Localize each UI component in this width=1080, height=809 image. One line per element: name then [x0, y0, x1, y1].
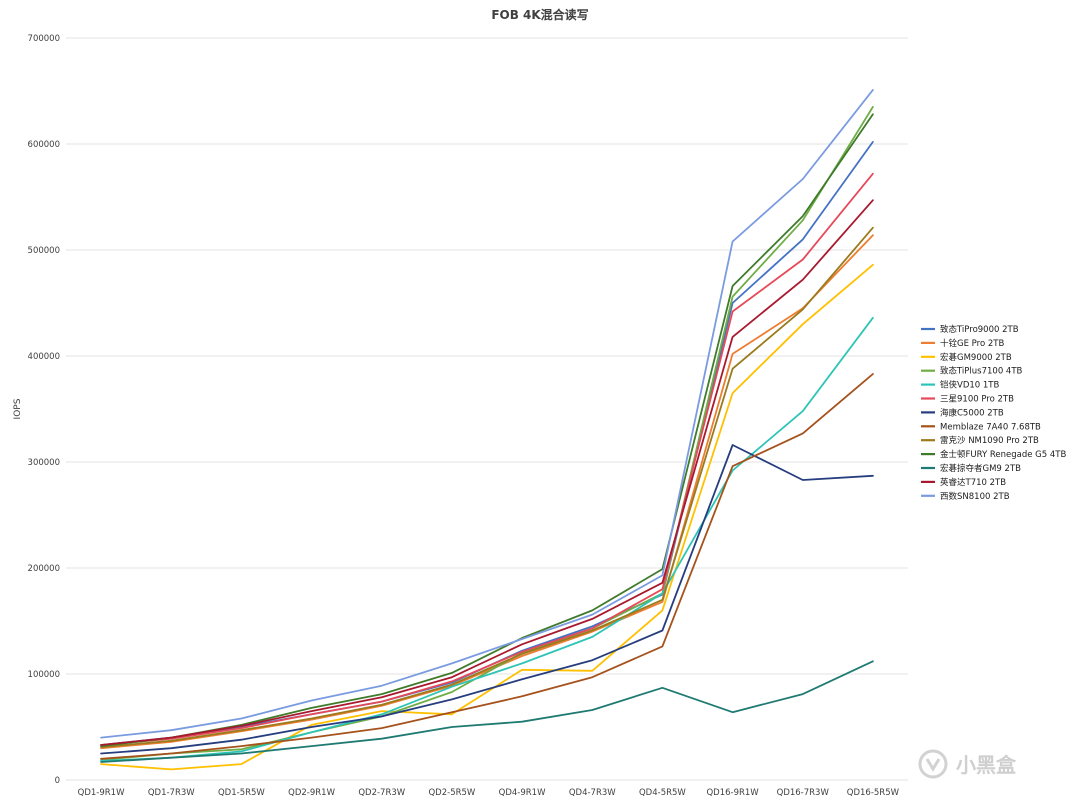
y-tick-label: 200000: [28, 564, 60, 574]
x-tick-label: QD1-5R5W: [218, 788, 265, 798]
legend-label: 致态TiPlus7100 4TB: [940, 366, 1023, 377]
watermark-logo-icon: [918, 749, 948, 779]
x-tick-label: QD1-9R1W: [78, 788, 125, 798]
chart-title: FOB 4K混合读写: [491, 7, 588, 22]
series-line: [100, 660, 874, 763]
legend-label: 十铨GE Pro 2TB: [940, 338, 1004, 349]
series-line: [100, 263, 874, 771]
x-tick-label: QD2-7R3W: [358, 788, 405, 798]
x-tick-label: QD2-9R1W: [288, 788, 335, 798]
y-tick-label: 400000: [28, 352, 60, 362]
y-tick-label: 100000: [28, 670, 60, 680]
y-tick-label: 0: [55, 776, 60, 786]
series-line: [100, 373, 874, 760]
watermark-text: 小黑盒: [956, 753, 1017, 777]
legend-label: 三星9100 Pro 2TB: [940, 395, 1014, 405]
x-tick-label: QD2-5R5W: [428, 788, 475, 798]
legend-label: 英睿达T710 2TB: [940, 477, 1006, 488]
series-line: [100, 444, 874, 755]
legend-label: 海康C5000 2TB: [940, 407, 1004, 418]
y-tick-label: 600000: [28, 140, 60, 150]
x-tick-label: QD16-5R5W: [847, 788, 900, 798]
watermark: 小黑盒: [918, 749, 1017, 779]
series-line: [100, 89, 874, 739]
series-line: [100, 106, 874, 761]
x-tick-label: QD4-5R5W: [639, 788, 686, 798]
series-line: [100, 234, 874, 750]
series-line: [100, 172, 874, 746]
legend-label: 西数SN8100 2TB: [940, 491, 1010, 502]
gridlines: [66, 37, 908, 781]
y-tick-label: 300000: [28, 458, 60, 468]
legend-label: Memblaze 7A40 7.68TB: [940, 422, 1041, 432]
y-tick-label: 700000: [28, 34, 60, 44]
legend-label: 宏碁GM9000 2TB: [940, 352, 1012, 363]
legend-label: 宏碁掠夺者GM9 2TB: [940, 463, 1021, 474]
y-axis: 0 100000 200000 300000 400000 500000 600000 700…: [28, 34, 60, 786]
legend-label: 雷克沙 NM1090 Pro 2TB: [940, 436, 1039, 446]
series-line: [100, 226, 874, 748]
x-tick-label: QD1-7R3W: [148, 788, 195, 798]
plot-area: [100, 89, 874, 771]
x-tick-label: QD4-7R3W: [569, 788, 616, 798]
series-line: [100, 316, 874, 762]
y-axis-label: IOPS: [13, 398, 23, 419]
series-line: [100, 199, 874, 746]
legend-label: 金士顿FURY Renegade G5 4TB: [940, 449, 1066, 460]
legend-label: 铠侠VD10 1TB: [940, 380, 999, 391]
x-tick-label: QD16-7R3W: [777, 788, 830, 798]
y-tick-label: 500000: [28, 246, 60, 256]
x-tick-label: QD16-9R1W: [706, 788, 759, 798]
legend: 致态TiPro9000 2TB 十铨GE Pro 2TB 宏碁GM9000 2TB 致…: [921, 324, 1066, 502]
x-axis: QD1-9R1W QD1-7R3W QD1-5R5W QD2-9R1W QD2-7R3W…: [78, 788, 900, 798]
legend-label: 致态TiPro9000 2TB: [940, 324, 1019, 335]
x-tick-label: QD4-9R1W: [499, 788, 546, 798]
